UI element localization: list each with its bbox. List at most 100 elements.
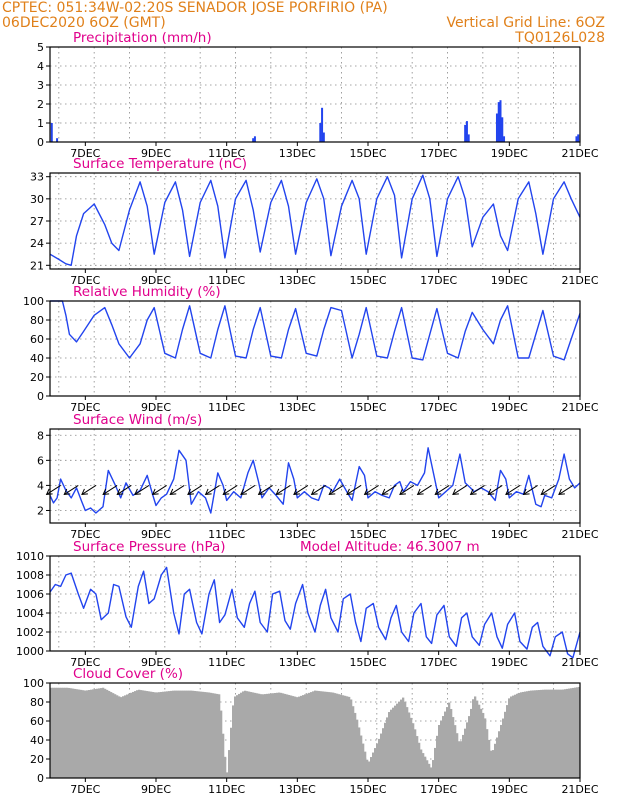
cloud-cover-bar — [374, 748, 377, 778]
precip-bar — [322, 132, 325, 142]
y-tick-label: 1008 — [16, 569, 44, 582]
cloud-cover-bar — [520, 692, 523, 778]
cloud-cover-bar — [142, 690, 145, 778]
header-model: TQ0126L028 — [514, 30, 605, 46]
cloud-cover-bar — [234, 696, 237, 778]
cloud-cover-bar — [572, 687, 575, 778]
panel-annotation: Model Altitude: 46.3007 m — [300, 539, 480, 555]
wind-arrow — [134, 484, 150, 495]
wind-arrow-head — [540, 488, 548, 495]
cloud-cover-bar — [314, 690, 317, 778]
cloud-cover-bar — [188, 690, 191, 778]
cloud-cover-bar — [336, 693, 339, 778]
x-tick-label: 17DEC — [420, 147, 457, 160]
cloud-cover-bar — [110, 692, 113, 778]
cloud-cover-bar — [236, 695, 239, 778]
wind-arrow-head — [487, 488, 495, 495]
cloud-cover-bar — [294, 696, 297, 778]
precip-bar — [253, 136, 256, 142]
cloud-cover-bar — [364, 751, 367, 778]
cloud-cover-bar — [508, 698, 511, 778]
cloud-cover-bar — [522, 691, 525, 778]
wind-arrow — [487, 484, 503, 495]
cloud-cover-bar — [414, 729, 417, 778]
cloud-cover-bar — [468, 716, 471, 778]
cloud-cover-bar — [428, 763, 431, 778]
cloud-cover-bar — [410, 717, 413, 778]
x-tick-label: 7DEC — [70, 528, 100, 541]
cloud-cover-bar — [568, 688, 571, 778]
cloud-cover-bar — [540, 689, 543, 778]
cloud-cover-bar — [102, 687, 105, 778]
cloud-cover-bar — [246, 691, 249, 778]
y-tick-label: 60 — [30, 715, 44, 728]
cloud-cover-bar — [52, 687, 55, 778]
cloud-cover-bar — [398, 701, 401, 778]
cloud-cover-bar — [192, 690, 195, 778]
cloud-cover-bar — [260, 694, 263, 778]
cloud-cover-bar — [426, 760, 429, 778]
cloud-cover-bar — [262, 694, 265, 778]
x-tick-label: 11DEC — [208, 656, 245, 669]
cloud-cover-bar — [168, 691, 171, 778]
wind-arrow — [452, 484, 468, 495]
cloud-cover-bar — [148, 691, 151, 778]
cloud-cover-bar — [400, 699, 403, 778]
cloud-cover-bar — [474, 696, 477, 778]
cloud-cover-bar — [292, 696, 295, 778]
plot-frame — [49, 555, 581, 652]
cloud-cover-bar — [438, 725, 441, 778]
x-tick-label: 15DEC — [349, 528, 386, 541]
cloud-cover-bar — [264, 694, 267, 778]
wind-arrow — [540, 484, 556, 495]
x-tick-label: 19DEC — [491, 528, 528, 541]
cloud-cover-bar — [340, 694, 343, 778]
cloud-cover-bar — [498, 731, 501, 778]
cloud-cover-bar — [358, 727, 361, 778]
wind-arrow — [399, 484, 415, 495]
wind-arrow — [470, 484, 485, 495]
cloud-cover-bar — [62, 687, 65, 778]
cloud-cover-bar — [392, 707, 395, 778]
precip-bar — [321, 107, 324, 142]
cloud-cover-bar — [334, 693, 337, 778]
cloud-cover-bar — [460, 741, 463, 778]
series-line-0 — [49, 566, 581, 659]
cloud-cover-bar — [362, 743, 365, 778]
wind-arrow-head — [328, 488, 336, 495]
cloud-cover-bar — [200, 691, 203, 778]
cloud-cover-bar — [490, 750, 493, 778]
cloud-cover-bar — [562, 689, 565, 778]
cloud-cover-bar — [360, 735, 363, 778]
y-tick-label: 80 — [30, 314, 44, 327]
x-tick-label: 21DEC — [561, 401, 598, 414]
cloud-cover-bar — [312, 691, 315, 778]
cloud-cover-bar — [242, 691, 245, 778]
cloud-cover-bar — [114, 694, 117, 778]
x-tick-label: 7DEC — [70, 656, 100, 669]
precip-bar — [501, 117, 504, 142]
cloud-cover-bar — [284, 693, 287, 778]
cloud-cover-bar — [494, 743, 497, 778]
x-tick-label: 19DEC — [491, 274, 528, 287]
cloud-cover-bar — [450, 708, 453, 778]
cloud-cover-bar — [372, 752, 375, 778]
cloud-cover-bar — [326, 691, 329, 778]
cloud-cover-bar — [240, 692, 243, 778]
cloud-cover-bar — [146, 691, 149, 778]
cloud-cover-bar — [480, 708, 483, 778]
panel-title: Surface Wind (m/s) — [73, 412, 202, 428]
cloud-cover-bar — [448, 702, 451, 778]
plot-frame — [49, 172, 581, 270]
cloud-cover-bar — [82, 690, 85, 778]
precip-bar — [503, 136, 506, 142]
cloud-cover-bar — [368, 761, 371, 778]
cloud-cover-bar — [548, 689, 551, 778]
wind-arrow — [381, 484, 397, 495]
cloud-cover-bar — [180, 690, 183, 778]
wind-arrow-head — [346, 488, 353, 495]
cloud-cover-bar — [96, 688, 99, 778]
wind-arrow-head — [381, 488, 389, 495]
cloud-cover-bar — [472, 699, 475, 778]
cloud-cover-bar — [72, 688, 75, 778]
